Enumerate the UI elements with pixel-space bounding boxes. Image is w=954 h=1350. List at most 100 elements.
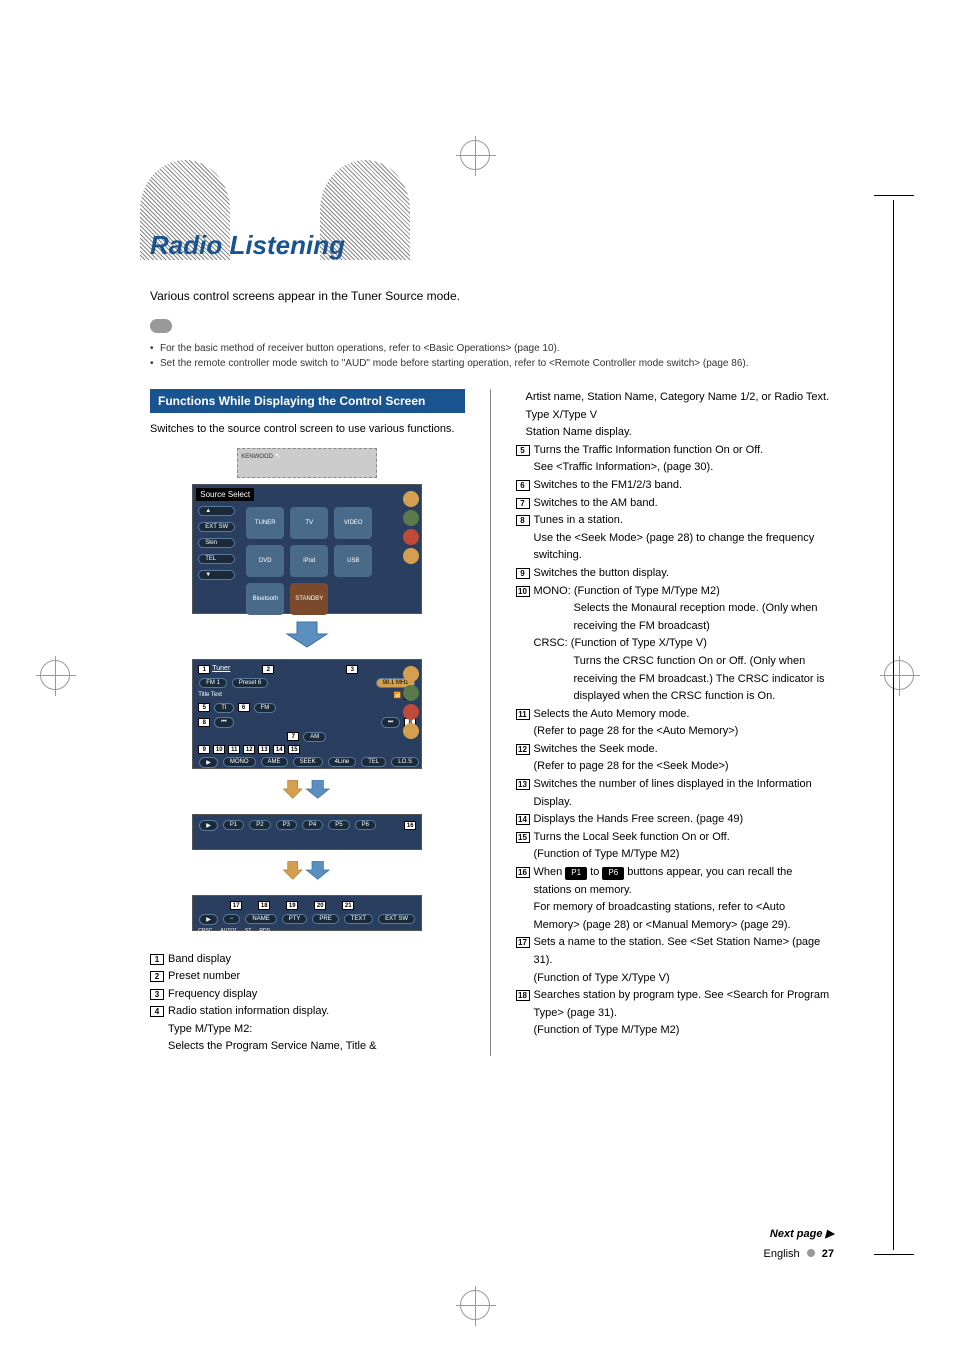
side-icon-c3[interactable] [403,704,419,720]
num-14: 14 [516,814,530,825]
toggle-button-e[interactable]: ▶ [199,914,218,925]
num-1: 1 [150,954,164,965]
section-intro: Switches to the source control screen to… [150,421,465,438]
num-5: 5 [516,445,530,456]
s: See <Traffic Information>, (page 30). [534,461,714,473]
callout-18: 18 [258,901,270,910]
cont-text: Station Name display. [526,426,632,438]
two-column-layout: Functions While Displaying the Control S… [150,389,830,1056]
s: For memory of broadcasting stations, ref… [534,901,791,931]
legend-item: 18Searches station by program type. See … [516,987,831,1040]
num-3: 3 [150,989,164,1000]
crop-mark-top [460,140,490,170]
t: Tunes in a station. [534,514,623,526]
tuner-label: Tuner [212,665,230,674]
callout-21: 21 [342,901,354,910]
am-button[interactable]: AM [303,732,326,742]
note-list: For the basic method of receiver button … [150,341,830,371]
source-bluetooth[interactable]: Bluetooth [246,583,284,615]
p6-chip: P6 [602,867,624,880]
legend-text: Sets a name to the station. See <Set Sta… [534,934,831,987]
down-button[interactable]: ▼ [198,570,235,580]
source-tv[interactable]: TV [290,507,328,539]
next-button[interactable]: ⏭ [381,717,400,728]
num-15: 15 [516,832,530,843]
side-icon-4[interactable] [403,548,419,564]
source-usb[interactable]: USB [334,545,372,577]
los-button[interactable]: LO.S [391,757,419,767]
next-page-indicator: Next page ▶ [770,1227,834,1240]
s: CRSC: (Function of Type X/Type V) [534,637,707,649]
side-icon-c4[interactable] [403,723,419,739]
page-container: Radio Listening Various control screens … [0,0,954,1350]
tel-button-c[interactable]: TEL [361,757,386,767]
callout-16: 16 [404,821,416,830]
t: Sets a name to the station. See <Set Sta… [534,936,821,966]
side-icon-c2[interactable] [403,685,419,701]
preset-p1[interactable]: P1 [223,820,244,830]
side-icon-strip [403,491,419,564]
minus-button[interactable]: − [223,914,241,924]
name-button[interactable]: NAME [245,914,276,924]
num-13: 13 [516,779,530,790]
legend-item: 12Switches the Seek mode.(Refer to page … [516,741,831,776]
num-9: 9 [516,568,530,579]
source-dvd[interactable]: DVD [246,545,284,577]
screenshot-tuner-control: 1 Tuner 2 3 FM 1 Preset 6 98.1 MHz Title… [192,659,422,769]
source-video[interactable]: VIDEO [334,507,372,539]
legend-item: 15Turns the Local Seek function On or Of… [516,829,831,864]
t: to [587,866,602,878]
num-7: 7 [516,498,530,509]
ame-button[interactable]: AME [261,757,288,767]
side-icon-3[interactable] [403,529,419,545]
preset-p4[interactable]: P4 [302,820,323,830]
title-text-label: Title Text [198,692,222,698]
legend-text: Displays the Hands Free screen. (page 49… [534,811,831,829]
section-heading: Functions While Displaying the Control S… [150,389,465,413]
extsw-button[interactable]: EXT SW [198,522,235,532]
num-18: 18 [516,990,530,1001]
toggle-button[interactable]: ▶ [199,757,218,768]
side-icon-c1[interactable] [403,666,419,682]
preset-p3[interactable]: P3 [276,820,297,830]
fm-button[interactable]: FM [254,703,277,713]
content-area: Radio Listening Various control screens … [150,230,830,1056]
status-auto1: AUTO1 [220,928,237,934]
up-button[interactable]: ▲ [198,506,235,516]
toggle-button-d[interactable]: ▶ [199,820,218,831]
screenshot-top-bar: KENWOOD ↖ [237,448,377,478]
ti-button[interactable]: TI [214,703,233,713]
extsw-button-e[interactable]: EXT SW [378,914,415,924]
t: Selects the Auto Memory mode. [534,708,690,720]
legend-item: 13 Switches the number of lines displayed… [516,776,831,811]
page-title: Radio Listening [150,230,830,261]
legend-text: Turns the Traffic Information function O… [534,442,831,477]
s: (Function of Type M/Type M2) [534,1024,680,1036]
callout-7: 7 [287,732,299,741]
preset-p5[interactable]: P5 [328,820,349,830]
legend-text: Radio station information display. Type … [168,1003,465,1056]
callout-1: 1 [198,665,210,674]
source-standby[interactable]: STANDBY [290,583,328,615]
pre-button[interactable]: PRE [312,914,338,924]
source-tuner[interactable]: TUNER [246,507,284,539]
source-ipod[interactable]: iPod [290,545,328,577]
pty-button[interactable]: PTY [282,914,308,924]
t: MONO: (Function of Type M/Type M2) [534,585,720,597]
4line-button[interactable]: 4Line [328,757,357,767]
seek-button[interactable]: SEEK [293,757,323,767]
skin-button[interactable]: Skin [198,538,235,548]
preset-p6[interactable]: P6 [355,820,376,830]
callout-14: 14 [273,745,285,754]
preset-p2[interactable]: P2 [249,820,270,830]
legend-text: Switches the number of lines displayed i… [534,776,831,811]
side-icon-2[interactable] [403,510,419,526]
prev-button[interactable]: ⏮ [214,717,233,728]
s: (Refer to page 28 for the <Seek Mode>) [534,760,729,772]
mono-button[interactable]: MONO [223,757,256,767]
screenshot-function-row: 17 18 19 20 21 ▶ − NAME PTY PRE TEXT EXT… [192,895,422,931]
callout-2: 2 [262,665,274,674]
tel-button[interactable]: TEL [198,554,235,564]
text-button[interactable]: TEXT [344,914,373,924]
side-icon-1[interactable] [403,491,419,507]
